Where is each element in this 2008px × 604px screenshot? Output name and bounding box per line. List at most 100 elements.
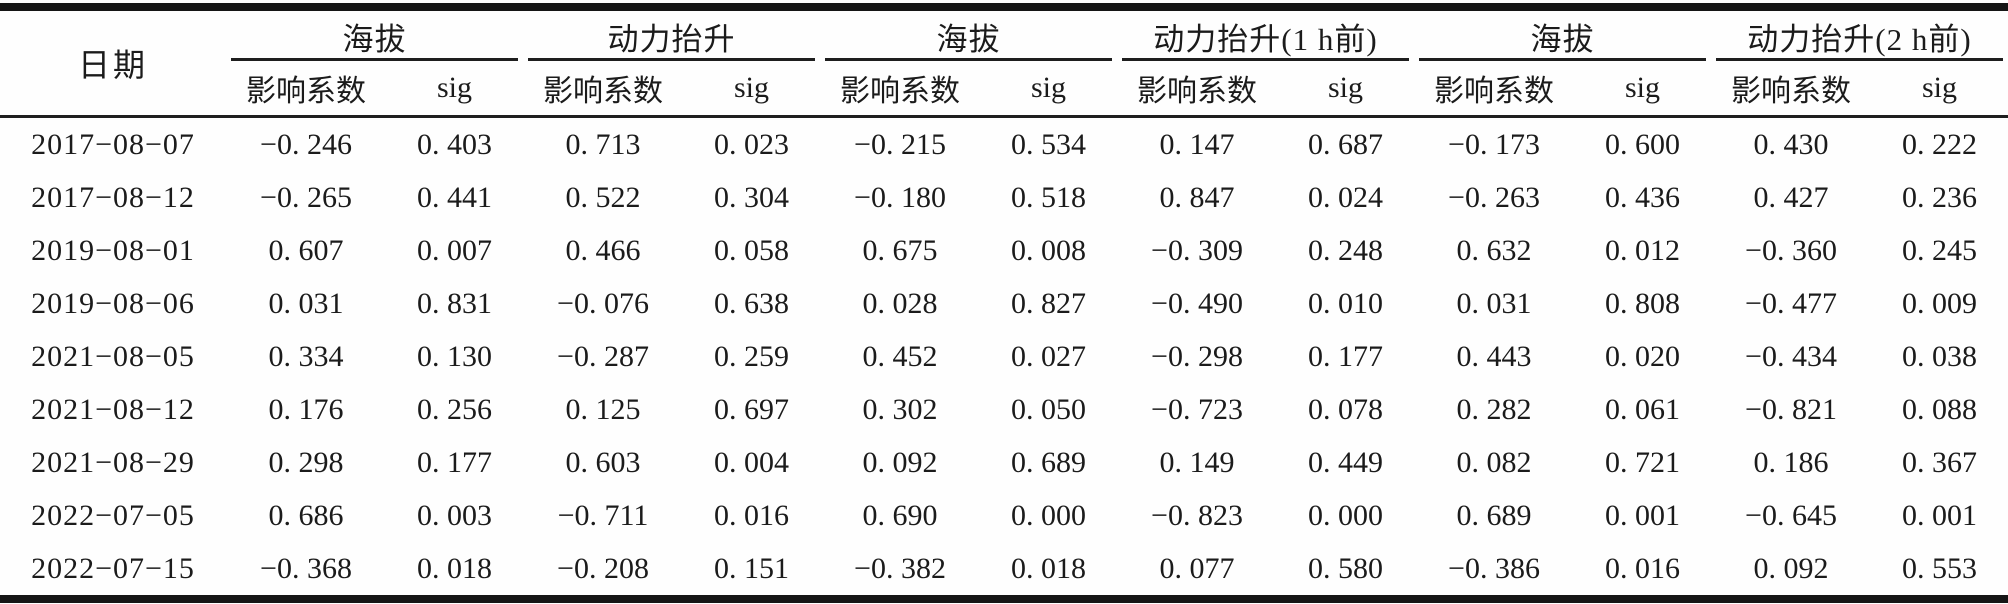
coefficient-cell: −0. 246 [260, 127, 352, 161]
coefficient-cell: −0. 265 [260, 180, 352, 214]
coefficient-header: 影响系数 [840, 75, 960, 108]
sig-cell: 0. 222 [1902, 127, 1977, 161]
sig-cell: 0. 151 [714, 551, 789, 585]
sig-cell: 0. 012 [1605, 233, 1680, 267]
table-row: 2022−07−05 0. 686 0. 003 −0. 711 0. 016 0. 69… [0, 489, 2008, 542]
sig-header: sig [1624, 71, 1660, 104]
sig-cell: 0. 003 [417, 498, 492, 532]
coefficient-cell: 0. 082 [1456, 445, 1532, 479]
coefficient-cell: 0. 607 [268, 233, 344, 267]
coefficient-cell: −0. 368 [260, 551, 352, 585]
sig-cell: 0. 534 [1011, 127, 1086, 161]
coefficient-cell: 0. 092 [862, 445, 938, 479]
sig-cell: 0. 050 [1011, 392, 1086, 426]
sig-cell: 0. 018 [417, 551, 492, 585]
sig-cell: 0. 600 [1605, 127, 1680, 161]
coefficient-cell: −0. 208 [557, 551, 649, 585]
sig-header: sig [1921, 71, 1957, 104]
coefficient-cell: −0. 298 [1151, 339, 1243, 373]
date-cell: 2021−08−29 [31, 445, 195, 479]
group-header-0: 海拔 [226, 7, 523, 61]
sig-cell: 0. 436 [1605, 180, 1680, 214]
date-cell: 2022−07−05 [31, 498, 195, 532]
sig-cell: 0. 004 [714, 445, 789, 479]
coefficient-cell: 0. 427 [1753, 180, 1829, 214]
table-body: 2017−08−07 −0. 246 0. 403 0. 713 0. 023 −0. 2… [0, 117, 2008, 600]
sig-cell: 0. 638 [714, 286, 789, 320]
sig-cell: 0. 024 [1308, 180, 1383, 214]
sig-cell: 0. 721 [1605, 445, 1680, 479]
correlation-table: 日期 海拔 动力抬升 海拔 动力抬升(1 h前) 海拔 动力抬升(2 h前) 影响系数 sig… [0, 3, 2008, 603]
sig-cell: 0. 518 [1011, 180, 1086, 214]
sig-cell: 0. 403 [417, 127, 492, 161]
coefficient-cell: −0. 173 [1448, 127, 1540, 161]
sig-cell: 0. 009 [1902, 286, 1977, 320]
coefficient-cell: 0. 690 [862, 498, 938, 532]
sig-cell: 0. 248 [1308, 233, 1383, 267]
date-column-header: 日期 [77, 47, 148, 83]
table-row: 2017−08−12 −0. 265 0. 441 0. 522 0. 304 −0. 1… [0, 171, 2008, 224]
coefficient-cell: 0. 147 [1159, 127, 1235, 161]
sig-cell: 0. 061 [1605, 392, 1680, 426]
sig-cell: 0. 000 [1011, 498, 1086, 532]
coefficient-cell: 0. 713 [565, 127, 641, 161]
coefficient-cell: 0. 443 [1456, 339, 1532, 373]
sig-cell: 0. 580 [1308, 551, 1383, 585]
coefficient-cell: −0. 263 [1448, 180, 1540, 214]
sig-cell: 0. 027 [1011, 339, 1086, 373]
coefficient-cell: 0. 186 [1753, 445, 1829, 479]
coefficient-cell: −0. 382 [854, 551, 946, 585]
coefficient-cell: 0. 077 [1159, 551, 1235, 585]
coefficient-cell: −0. 477 [1745, 286, 1837, 320]
coefficient-cell: 0. 632 [1456, 233, 1532, 267]
header-row-groups: 日期 海拔 动力抬升 海拔 动力抬升(1 h前) 海拔 动力抬升(2 h前) [0, 7, 2008, 83]
coefficient-cell: 0. 298 [268, 445, 344, 479]
coefficient-cell: 0. 302 [862, 392, 938, 426]
date-cell: 2019−08−01 [31, 233, 195, 267]
sig-cell: 0. 177 [417, 445, 492, 479]
date-cell: 2021−08−05 [31, 339, 195, 373]
coefficient-cell: −0. 076 [557, 286, 649, 320]
coefficient-cell: 0. 847 [1159, 180, 1235, 214]
table-row: 2017−08−07 −0. 246 0. 403 0. 713 0. 023 −0. 2… [0, 117, 2008, 172]
sig-cell: 0. 808 [1605, 286, 1680, 320]
coefficient-cell: 0. 603 [565, 445, 641, 479]
sig-cell: 0. 827 [1011, 286, 1086, 320]
coefficient-cell: −0. 434 [1745, 339, 1837, 373]
sig-cell: 0. 016 [1605, 551, 1680, 585]
coefficient-cell: −0. 180 [854, 180, 946, 214]
coefficient-header: 影响系数 [1731, 75, 1851, 108]
coefficient-cell: 0. 176 [268, 392, 344, 426]
table-row: 2021−08−29 0. 298 0. 177 0. 603 0. 004 0. 092… [0, 436, 2008, 489]
coefficient-cell: 0. 689 [1456, 498, 1532, 532]
coefficient-cell: −0. 711 [557, 498, 649, 532]
coefficient-cell: 0. 282 [1456, 392, 1532, 426]
table-row: 2022−07−15 −0. 368 0. 018 −0. 208 0. 151 −0. … [0, 542, 2008, 599]
coefficient-cell: −0. 821 [1745, 392, 1837, 426]
sig-cell: 0. 088 [1902, 392, 1977, 426]
group-header-2: 海拔 [820, 7, 1117, 61]
sig-cell: 0. 020 [1605, 339, 1680, 373]
sig-cell: 0. 697 [714, 392, 789, 426]
sig-cell: 0. 236 [1902, 180, 1977, 214]
coefficient-cell: 0. 452 [862, 339, 938, 373]
sig-cell: 0. 001 [1605, 498, 1680, 532]
coefficient-header: 影响系数 [1434, 75, 1554, 108]
sig-cell: 0. 038 [1902, 339, 1977, 373]
date-cell: 2017−08−12 [31, 180, 195, 214]
sig-cell: 0. 256 [417, 392, 492, 426]
coefficient-header: 影响系数 [246, 75, 366, 108]
table-row: 2021−08−12 0. 176 0. 256 0. 125 0. 697 0. 302… [0, 383, 2008, 436]
table-row: 2021−08−05 0. 334 0. 130 −0. 287 0. 259 0. 45… [0, 330, 2008, 383]
coefficient-cell: −0. 215 [854, 127, 946, 161]
sig-cell: 0. 008 [1011, 233, 1086, 267]
sig-cell: 0. 130 [417, 339, 492, 373]
coefficient-cell: 0. 675 [862, 233, 938, 267]
sig-cell: 0. 018 [1011, 551, 1086, 585]
coefficient-cell: −0. 386 [1448, 551, 1540, 585]
sig-cell: 0. 078 [1308, 392, 1383, 426]
date-cell: 2019−08−06 [31, 286, 195, 320]
header-row-sub: 影响系数 sig 影响系数 sig 影响系数 sig 影响系数 sig 影响系数 sig 影响系数 s… [0, 61, 2008, 117]
table-row: 2019−08−01 0. 607 0. 007 0. 466 0. 058 0. 675… [0, 224, 2008, 277]
